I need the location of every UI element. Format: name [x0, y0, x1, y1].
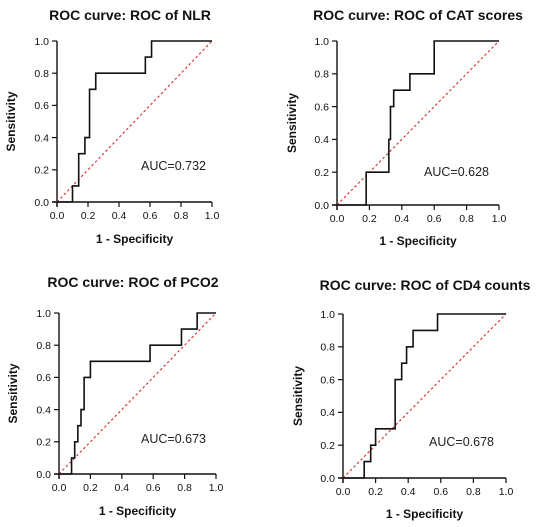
y-tick-label: 0.6	[36, 372, 51, 384]
y-tick-label: 0.8	[36, 340, 51, 352]
y-tick-label: 0.8	[314, 69, 329, 81]
y-tick-label: 0.6	[320, 374, 335, 386]
x-tick-label: 1.0	[209, 482, 224, 494]
y-tick-label: 1.0	[320, 309, 335, 321]
y-tick-label: 0.0	[36, 469, 51, 481]
x-tick-label: 0.8	[459, 213, 474, 225]
y-tick-label: 0.2	[36, 437, 51, 449]
y-tick-label: 0.6	[34, 100, 49, 112]
x-tick-label: 1.0	[492, 213, 507, 225]
x-axis-label: 1 - Specificity	[386, 507, 464, 521]
x-tick-label: 0.4	[394, 213, 409, 225]
x-tick-label: 1.0	[499, 486, 514, 498]
x-tick-label: 1.0	[205, 210, 220, 222]
y-tick-label: 1.0	[36, 308, 51, 320]
x-tick-label: 0.2	[81, 210, 96, 222]
y-tick-label: 0.0	[34, 197, 49, 209]
reference-line	[342, 313, 507, 479]
y-axis-label: Sensitivity	[285, 93, 299, 153]
x-tick-label: 0.4	[112, 210, 127, 222]
roc-panel-4: ROC curve: ROC of CD4 counts 0.0 0.2 0.4 0.6…	[291, 277, 531, 521]
roc-panel-3: ROC curve: ROC of PCO2 0.0 0.2 0.4 0.6 0.8 1.0…	[6, 274, 223, 518]
y-tick-label: 0.2	[34, 165, 49, 177]
auc-annotation: AUC=0.732	[141, 159, 206, 173]
chart-title: ROC curve: ROC of CD4 counts	[320, 277, 531, 293]
x-tick-label: 0.2	[362, 213, 377, 225]
x-tick-label: 0.0	[336, 486, 351, 498]
chart-title: ROC curve: ROC of PCO2	[47, 274, 218, 290]
x-tick-label: 0.0	[50, 210, 65, 222]
y-tick-label: 0.4	[320, 407, 335, 419]
x-tick-label: 0.2	[83, 482, 98, 494]
reference-line	[336, 40, 500, 206]
y-tick-label: 0.6	[314, 101, 329, 113]
y-tick-label: 0.8	[34, 68, 49, 80]
roc-panel-1: ROC curve: ROC of NLR 0.0 0.2 0.4 0.6 0.8 1.0 0…	[4, 7, 219, 246]
x-tick-label: 0.4	[114, 482, 129, 494]
roc-curve	[57, 40, 212, 203]
x-tick-label: 0.4	[401, 486, 416, 498]
roc-curve	[337, 40, 499, 206]
x-tick-label: 0.6	[433, 486, 448, 498]
y-tick-label: 0.8	[320, 342, 335, 354]
y-tick-label: 0.2	[314, 167, 329, 179]
y-tick-label: 0.0	[314, 200, 329, 212]
auc-annotation: AUC=0.628	[424, 165, 489, 179]
x-tick-label: 0.8	[466, 486, 481, 498]
y-axis-label: Sensitivity	[4, 91, 18, 151]
y-axis-label: Sensitivity	[6, 363, 20, 423]
x-axis-label: 1 - Specificity	[99, 504, 177, 518]
x-tick-label: 0.6	[143, 210, 158, 222]
x-tick-label: 0.0	[52, 482, 67, 494]
y-tick-label: 0.4	[314, 134, 329, 146]
y-axis-label: Sensitivity	[291, 366, 305, 426]
x-tick-label: 0.6	[146, 482, 161, 494]
x-tick-label: 0.8	[174, 210, 189, 222]
roc-curve	[59, 312, 216, 475]
chart-title: ROC curve: ROC of NLR	[49, 7, 211, 23]
reference-line	[56, 40, 213, 203]
y-tick-label: 0.4	[34, 132, 49, 144]
auc-annotation: AUC=0.673	[141, 432, 206, 446]
y-tick-label: 1.0	[34, 36, 49, 48]
x-tick-label: 0.8	[177, 482, 192, 494]
x-axis-label: 1 - Specificity	[96, 232, 174, 246]
chart-title: ROC curve: ROC of CAT scores	[313, 7, 523, 23]
roc-panel-2: ROC curve: ROC of CAT scores 0.0 0.2 0.4 0.6…	[285, 7, 523, 248]
x-tick-label: 0.0	[330, 213, 345, 225]
x-tick-label: 0.2	[368, 486, 383, 498]
reference-line	[58, 312, 217, 475]
y-tick-label: 0.4	[36, 404, 51, 416]
auc-annotation: AUC=0.678	[429, 435, 494, 449]
x-axis-label: 1 - Specificity	[379, 234, 457, 248]
x-tick-label: 0.6	[427, 213, 442, 225]
roc-curve	[343, 313, 506, 479]
y-tick-label: 1.0	[314, 36, 329, 48]
y-tick-label: 0.0	[320, 473, 335, 485]
y-tick-label: 0.2	[320, 440, 335, 452]
